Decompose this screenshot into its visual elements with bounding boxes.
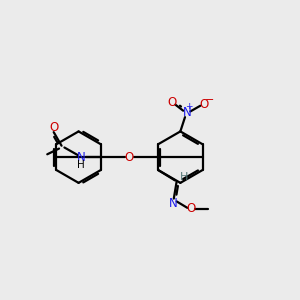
Text: O: O <box>125 151 134 164</box>
Text: O: O <box>167 96 176 110</box>
Text: H: H <box>77 160 85 170</box>
Text: N: N <box>169 197 178 210</box>
Text: O: O <box>186 202 196 215</box>
Text: O: O <box>199 98 208 112</box>
Text: +: + <box>185 102 192 111</box>
Text: H: H <box>180 172 189 182</box>
Text: −: − <box>205 95 215 105</box>
Text: N: N <box>182 106 191 119</box>
Text: O: O <box>49 121 58 134</box>
Text: N: N <box>77 151 85 164</box>
